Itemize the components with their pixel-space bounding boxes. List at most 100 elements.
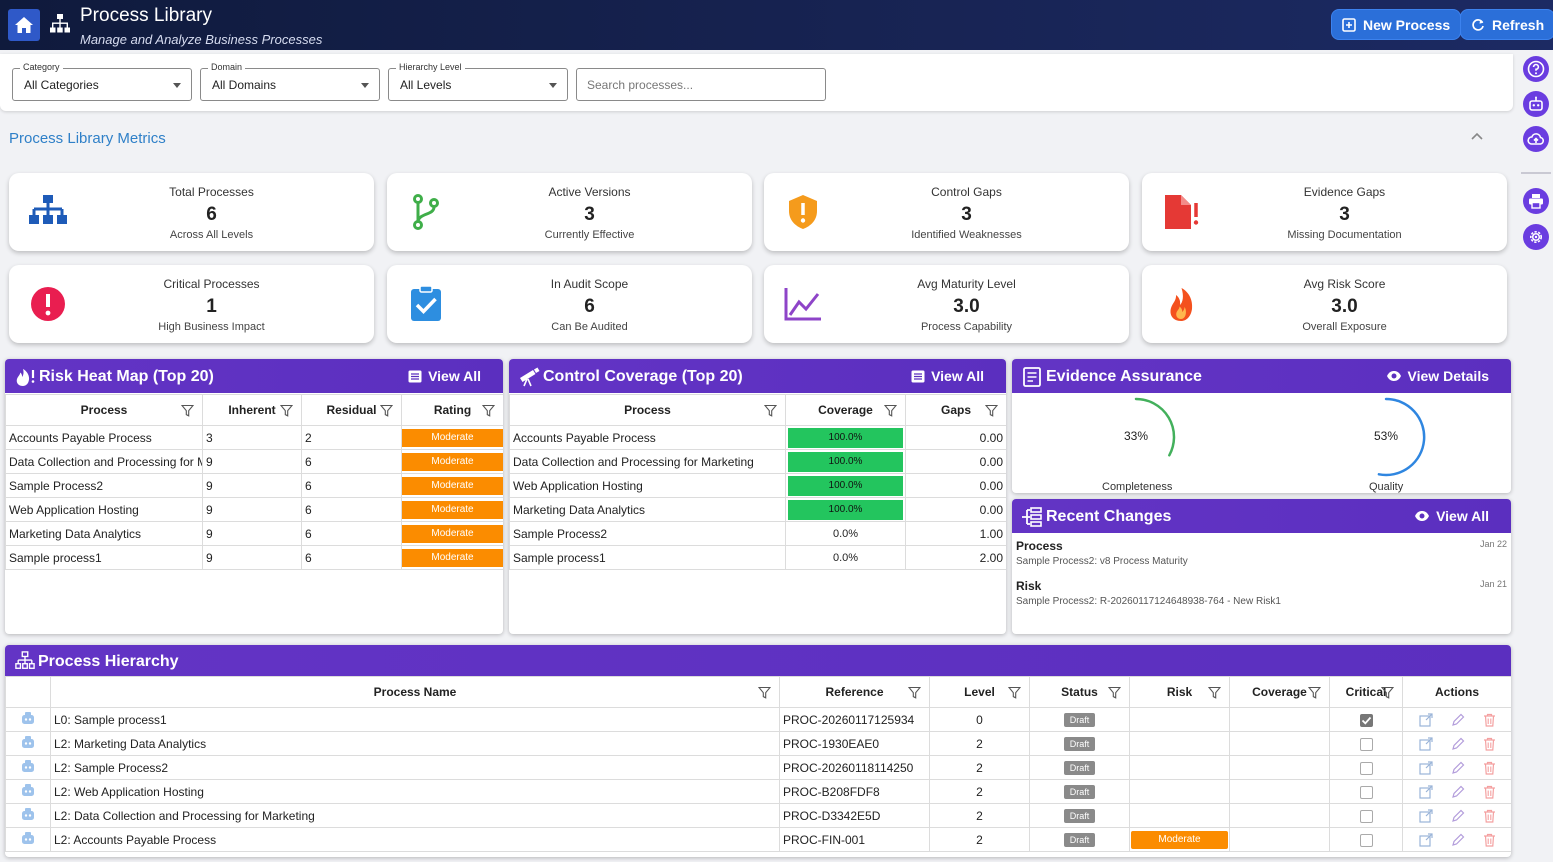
open-external-icon[interactable] — [1418, 760, 1433, 775]
column-header[interactable]: Rating — [401, 394, 503, 426]
metric-card[interactable]: Control Gaps 3 Identified Weaknesses — [764, 173, 1129, 251]
recent-change-item[interactable]: Process Sample Process2: v8 Process Matu… — [1016, 539, 1507, 567]
open-external-icon[interactable] — [1418, 712, 1433, 727]
table-row[interactable]: Web Application Hosting 9 6 Moderate — [5, 497, 503, 522]
help-button[interactable] — [1523, 56, 1549, 82]
table-row[interactable]: Sample process1 0.0% 2.00 — [509, 545, 1006, 570]
column-header[interactable]: Residual — [301, 394, 402, 426]
column-header[interactable]: Risk — [1129, 676, 1230, 708]
edit-icon[interactable] — [1451, 713, 1465, 727]
recent-changes-view-all[interactable]: View All — [1414, 508, 1489, 524]
delete-icon[interactable] — [1483, 833, 1496, 847]
table-row[interactable]: Sample Process2 0.0% 1.00 — [509, 521, 1006, 546]
column-header[interactable]: Coverage — [1229, 676, 1330, 708]
critical-checkbox[interactable] — [1359, 833, 1373, 847]
open-external-icon[interactable] — [1418, 736, 1433, 751]
critical-checkbox[interactable] — [1359, 785, 1373, 799]
filter-icon[interactable] — [1008, 686, 1021, 699]
edit-icon[interactable] — [1451, 737, 1465, 751]
edit-icon[interactable] — [1451, 785, 1465, 799]
column-header[interactable]: Process — [5, 394, 203, 426]
cloud-upload-button[interactable] — [1523, 126, 1549, 152]
print-button[interactable] — [1523, 188, 1549, 214]
risk-heatmap-view-all[interactable]: View All — [408, 368, 481, 384]
critical-checkbox[interactable] — [1359, 737, 1373, 751]
column-header[interactable]: Actions — [1402, 676, 1511, 708]
filter-icon[interactable] — [1108, 686, 1121, 699]
delete-icon[interactable] — [1483, 761, 1496, 775]
category-select[interactable]: Category All Categories — [12, 62, 192, 101]
metric-card[interactable]: Active Versions 3 Currently Effective — [387, 173, 752, 251]
table-row[interactable]: L2: Web Application Hosting PROC-B208FDF… — [5, 779, 1511, 804]
open-external-icon[interactable] — [1418, 784, 1433, 799]
table-row[interactable]: L2: Sample Process2 PROC-20260118114250 … — [5, 755, 1511, 780]
column-header[interactable]: Coverage — [785, 394, 906, 426]
table-row[interactable]: L0: Sample process1 PROC-20260117125934 … — [5, 707, 1511, 732]
critical-checkbox[interactable] — [1359, 761, 1373, 775]
metric-card[interactable]: In Audit Scope 6 Can Be Audited — [387, 265, 752, 343]
open-external-icon[interactable] — [1418, 808, 1433, 823]
filter-icon[interactable] — [482, 404, 495, 417]
filter-icon[interactable] — [908, 686, 921, 699]
filter-icon[interactable] — [985, 404, 998, 417]
filter-icon[interactable] — [1208, 686, 1221, 699]
table-row[interactable]: Marketing Data Analytics 9 6 Moderate — [5, 521, 503, 546]
node-cell[interactable] — [5, 731, 51, 756]
filter-icon[interactable] — [884, 404, 897, 417]
edit-icon[interactable] — [1451, 809, 1465, 823]
delete-icon[interactable] — [1483, 809, 1496, 823]
table-row[interactable]: Marketing Data Analytics 100.0% 0.00 — [509, 497, 1006, 522]
column-header[interactable]: Reference — [779, 676, 930, 708]
refresh-button[interactable]: Refresh — [1460, 9, 1553, 40]
critical-checkbox[interactable] — [1359, 809, 1373, 823]
assistant-button[interactable] — [1523, 91, 1549, 117]
node-cell[interactable] — [5, 803, 51, 828]
filter-icon[interactable] — [764, 404, 777, 417]
recent-change-item[interactable]: Risk Sample Process2: R-2026011712464893… — [1016, 579, 1507, 607]
column-header[interactable]: Gaps — [905, 394, 1006, 426]
table-row[interactable]: Sample process1 9 6 Moderate — [5, 545, 503, 570]
metric-card[interactable]: Avg Maturity Level 3.0 Process Capabilit… — [764, 265, 1129, 343]
filter-icon[interactable] — [280, 404, 293, 417]
node-cell[interactable] — [5, 707, 51, 732]
metric-card[interactable]: Critical Processes 1 High Business Impac… — [9, 265, 374, 343]
column-header[interactable]: Process Name — [50, 676, 780, 708]
delete-icon[interactable] — [1483, 737, 1496, 751]
domain-select[interactable]: Domain All Domains — [200, 62, 380, 101]
critical-checkbox[interactable] — [1359, 713, 1373, 727]
column-header[interactable]: Status — [1029, 676, 1130, 708]
metric-card[interactable]: Total Processes 6 Across All Levels — [9, 173, 374, 251]
table-row[interactable]: Accounts Payable Process 3 2 Moderate — [5, 425, 503, 450]
filter-icon[interactable] — [181, 404, 194, 417]
edit-icon[interactable] — [1451, 833, 1465, 847]
chevron-up-icon[interactable] — [1470, 131, 1484, 141]
table-row[interactable]: Web Application Hosting 100.0% 0.00 — [509, 473, 1006, 498]
view-details-button[interactable]: View Details — [1386, 368, 1489, 384]
column-header[interactable]: Critical — [1329, 676, 1403, 708]
level-select[interactable]: Hierarchy Level All Levels — [388, 62, 568, 101]
node-cell[interactable] — [5, 827, 51, 852]
filter-icon[interactable] — [758, 686, 771, 699]
table-row[interactable]: L2: Data Collection and Processing for M… — [5, 803, 1511, 828]
filter-icon[interactable] — [380, 404, 393, 417]
table-row[interactable]: Data Collection and Processing for Marke… — [5, 449, 503, 474]
new-process-button[interactable]: New Process — [1331, 9, 1462, 40]
settings-button[interactable] — [1523, 224, 1549, 250]
node-cell[interactable] — [5, 755, 51, 780]
control-coverage-view-all[interactable]: View All — [911, 368, 984, 384]
search-input[interactable]: Search processes... — [576, 68, 826, 101]
metric-card[interactable]: Avg Risk Score 3.0 Overall Exposure — [1142, 265, 1507, 343]
delete-icon[interactable] — [1483, 785, 1496, 799]
delete-icon[interactable] — [1483, 713, 1496, 727]
table-row[interactable]: Accounts Payable Process 100.0% 0.00 — [509, 425, 1006, 450]
table-row[interactable]: L2: Marketing Data Analytics PROC-1930EA… — [5, 731, 1511, 756]
home-button[interactable] — [8, 9, 40, 41]
table-row[interactable]: L2: Accounts Payable Process PROC-FIN-00… — [5, 827, 1511, 852]
open-external-icon[interactable] — [1418, 832, 1433, 847]
column-header[interactable]: Level — [929, 676, 1030, 708]
column-header[interactable]: Process — [509, 394, 786, 426]
table-row[interactable]: Data Collection and Processing for Marke… — [509, 449, 1006, 474]
column-header[interactable]: Inherent — [202, 394, 302, 426]
metric-card[interactable]: Evidence Gaps 3 Missing Documentation — [1142, 173, 1507, 251]
table-row[interactable]: Sample Process2 9 6 Moderate — [5, 473, 503, 498]
